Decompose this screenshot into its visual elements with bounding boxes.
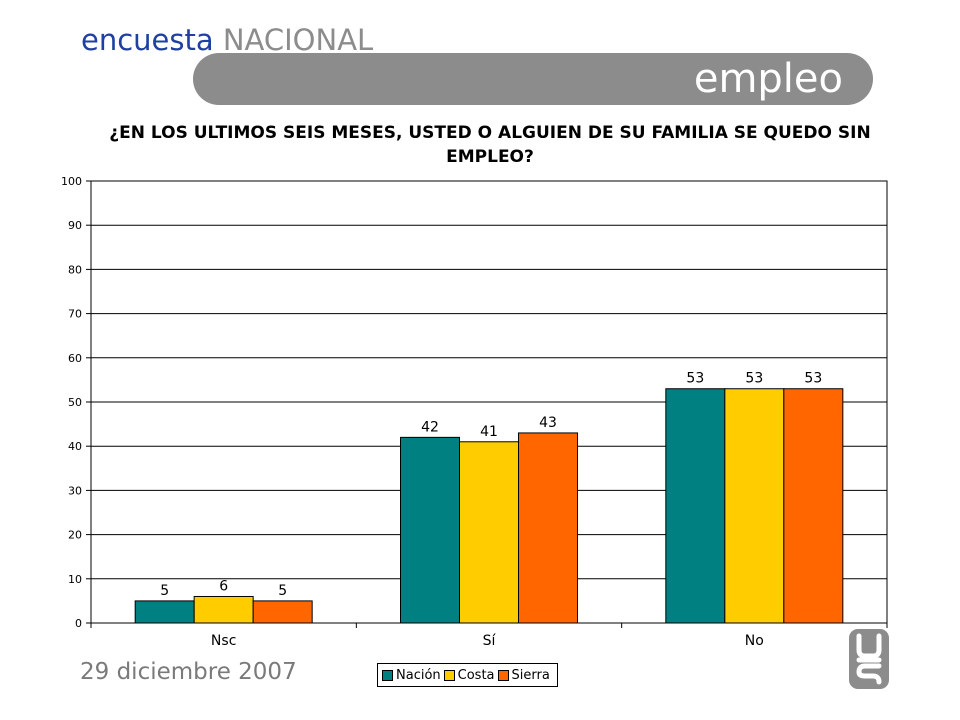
legend-swatch <box>443 669 455 681</box>
bar-nación <box>400 436 460 624</box>
footer-date: 29 diciembre 2007 <box>80 659 297 685</box>
bar-nación <box>665 388 726 624</box>
y-tick-label: 100 <box>61 175 82 188</box>
x-tick-label: Nsc <box>211 633 236 649</box>
data-label: 42 <box>421 419 439 435</box>
data-label: 43 <box>539 415 557 431</box>
x-tick-label: No <box>745 633 764 649</box>
legend-label: Costa <box>457 667 495 683</box>
data-label: 53 <box>686 371 704 387</box>
legend-label: Sierra <box>511 667 550 683</box>
bar-costa <box>193 595 254 624</box>
section-banner: empleo <box>193 53 873 105</box>
data-label: 53 <box>804 371 822 387</box>
bar-costa <box>459 441 519 624</box>
data-label: 53 <box>745 371 763 387</box>
y-tick-label: 0 <box>75 617 82 630</box>
bar-sierra <box>252 600 313 624</box>
y-tick-label: 90 <box>68 219 82 232</box>
brand-word-encuesta: encuesta <box>81 23 214 57</box>
legend-swatch <box>497 669 509 681</box>
y-tick-label: 70 <box>68 308 82 321</box>
chart-title: ¿EN LOS ULTIMOS SEIS MESES, USTED O ALGU… <box>109 123 871 167</box>
legend-label: Nación <box>396 667 441 683</box>
brand-logo-icon <box>849 629 889 689</box>
data-label: 41 <box>480 424 498 440</box>
bar-sierra <box>518 432 578 624</box>
data-label: 5 <box>160 583 169 599</box>
bar-nación <box>134 600 195 624</box>
chart-legend: Nación Costa Sierra <box>377 663 558 687</box>
bar-sierra <box>783 388 844 624</box>
data-label: 5 <box>278 583 287 599</box>
x-tick-label: Sí <box>483 633 497 649</box>
y-tick-label: 30 <box>68 484 82 497</box>
y-tick-label: 10 <box>68 573 82 586</box>
y-tick-label: 60 <box>68 352 82 365</box>
y-tick-label: 40 <box>68 440 82 453</box>
section-title: empleo <box>693 56 843 102</box>
y-tick-label: 20 <box>68 529 82 542</box>
y-tick-label: 80 <box>68 263 82 276</box>
data-label: 6 <box>219 578 228 594</box>
legend-swatch <box>382 669 393 681</box>
legend-item: Nación <box>382 668 441 683</box>
legend-item: Costa <box>443 667 495 683</box>
brand-title: encuesta NACIONAL <box>81 22 373 58</box>
legend-item: Sierra <box>497 667 550 683</box>
brand-word-nacional: NACIONAL <box>222 23 374 57</box>
bar-costa <box>724 388 785 624</box>
y-tick-label: 50 <box>68 396 82 409</box>
